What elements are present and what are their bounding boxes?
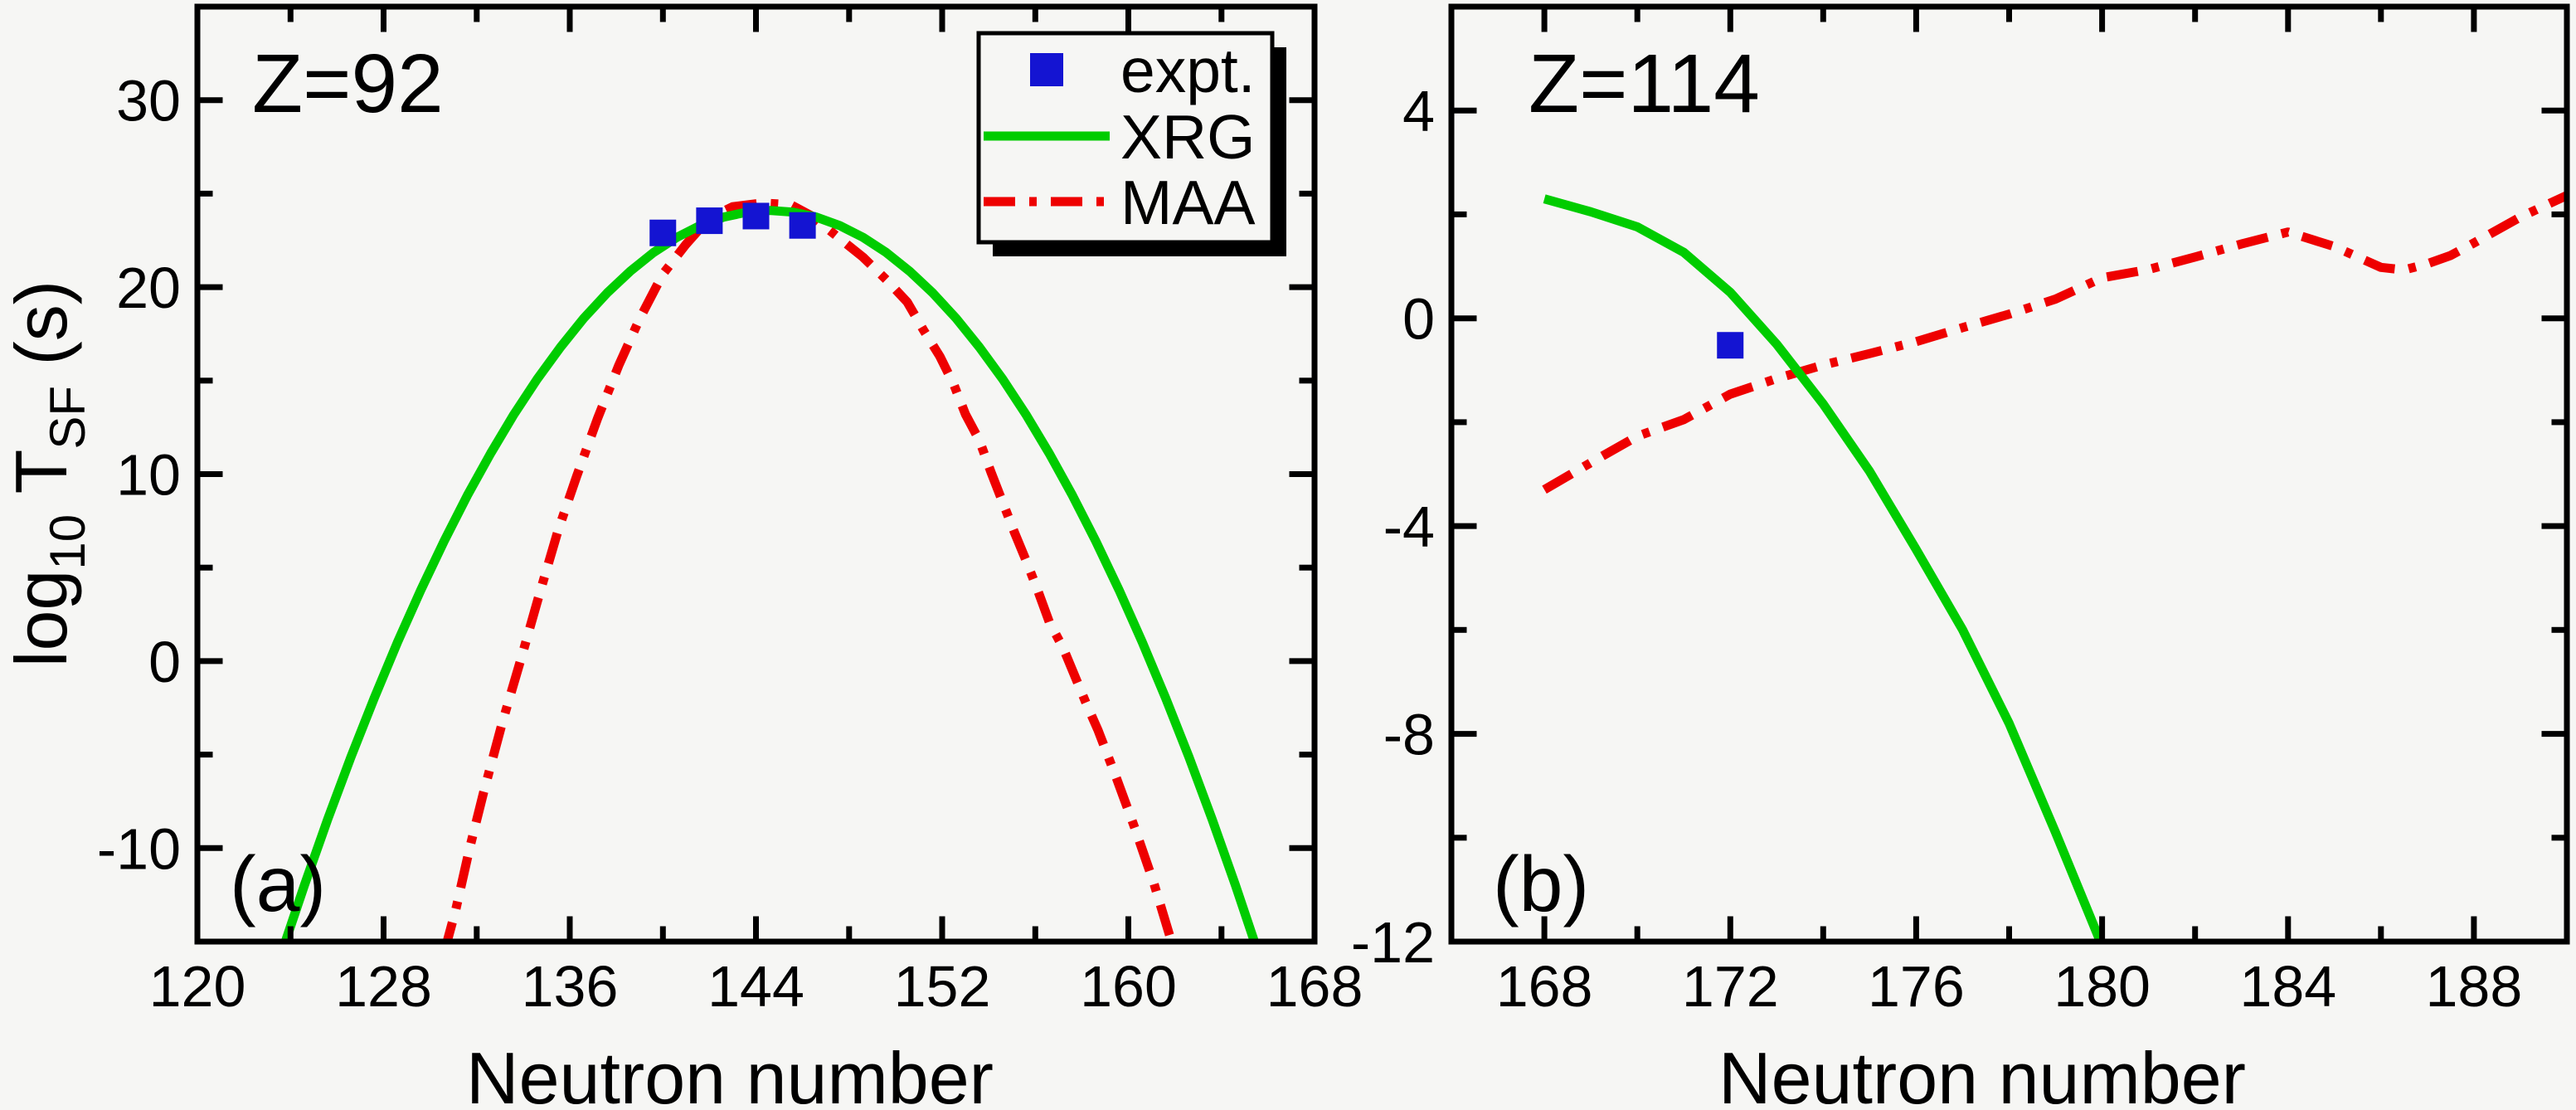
panel-b-title: Z=114 bbox=[1529, 37, 1760, 130]
panel-b-xaxis-label: Neutron number bbox=[1718, 1037, 2246, 1110]
panel-b-frame bbox=[1448, 3, 2570, 945]
panel-a-y-tick-label: 0 bbox=[148, 630, 181, 694]
panel-a-x-tick-label: 160 bbox=[1080, 954, 1177, 1019]
panel-a-expt-point bbox=[696, 207, 723, 235]
generated-layer: 120 128 136 144 152 160 168 30 20 10 0 -10 168 172 176… bbox=[97, 3, 2570, 1019]
panel-a-x-tick-label: 152 bbox=[894, 954, 991, 1019]
panel-a-x-tick-label: 168 bbox=[1266, 954, 1363, 1019]
legend-label-maa: MAA bbox=[1120, 168, 1256, 237]
panel-a-frame bbox=[194, 3, 1318, 945]
panel-b-y-tick-label: 4 bbox=[1402, 79, 1435, 144]
panel-a-series-xrg-line bbox=[281, 206, 1259, 939]
panel-a-x-tick-label: 144 bbox=[707, 954, 804, 1019]
panel-a-y-tick-label: 20 bbox=[116, 256, 181, 320]
panel-a-x-tick-label: 128 bbox=[335, 954, 432, 1019]
panel-a-x-tick-label: 136 bbox=[522, 954, 619, 1019]
panel-b-y-tick-label: 0 bbox=[1402, 287, 1435, 352]
panel-b-y-tick-label: -8 bbox=[1383, 703, 1435, 767]
panel-b-x-tick-label: 188 bbox=[2426, 954, 2523, 1019]
panel-b-series-xrg-line bbox=[1543, 194, 2104, 939]
panel-a-xaxis-label: Neutron number bbox=[466, 1037, 994, 1110]
panel-b-letter: (b) bbox=[1493, 840, 1589, 928]
panel-b-x-tick-label: 184 bbox=[2239, 954, 2336, 1019]
panel-a-y-tick-label: -10 bbox=[97, 816, 181, 881]
panel-b-x-tick-label: 172 bbox=[1682, 954, 1779, 1019]
panel-b-y-tick-label: -4 bbox=[1383, 494, 1435, 559]
panel-a-y-tick-label: 10 bbox=[116, 443, 181, 508]
panel-a-expt-point bbox=[649, 219, 677, 246]
panel-b-series-maa-line bbox=[1542, 192, 2564, 494]
legend-label-xrg: XRG bbox=[1120, 102, 1256, 172]
legend-label-expt: expt. bbox=[1120, 36, 1256, 105]
yaxis-label: log10 TSF (s) bbox=[0, 280, 95, 667]
panel-b-y-tick-label: -12 bbox=[1351, 910, 1435, 975]
panel-a-letter: (a) bbox=[230, 840, 326, 928]
panel-b-x-tick-label: 180 bbox=[2054, 954, 2151, 1019]
panel-a-expt-point bbox=[789, 212, 816, 239]
panel-b-expt-point bbox=[1717, 332, 1744, 359]
panel-a-title: Z=92 bbox=[252, 37, 444, 130]
panel-a-x-tick-label: 120 bbox=[149, 954, 246, 1019]
legend-marker-expt bbox=[1030, 53, 1063, 86]
panel-a-series-maa-line bbox=[443, 198, 1176, 939]
panel-a-y-tick-label: 30 bbox=[116, 69, 181, 134]
panel-b-x-tick-label: 176 bbox=[1868, 954, 1965, 1019]
panel-b-x-tick-label: 168 bbox=[1496, 954, 1593, 1019]
panel-a-expt-point bbox=[742, 202, 770, 230]
